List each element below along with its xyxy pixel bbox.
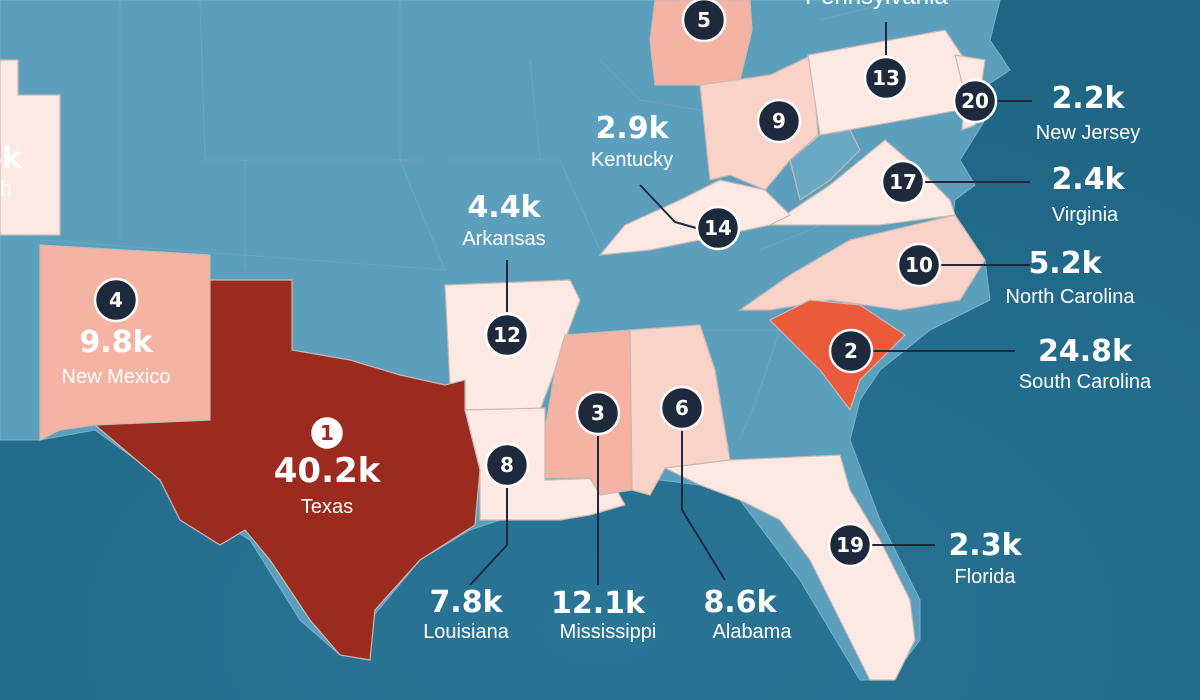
state-name-kentucky: Kentucky	[591, 149, 673, 171]
rank-badge-new-jersey	[952, 78, 998, 124]
value-label-louisiana: 7.8k	[429, 585, 503, 620]
rank-badge-new-mexico	[93, 277, 139, 323]
state-name-mississippi: Mississippi	[560, 621, 657, 643]
rank-badge-alabama	[659, 385, 705, 431]
leader-line-kentucky	[639, 184, 697, 229]
state-name-new-mexico: New Mexico	[62, 366, 171, 388]
rank-number-virginia: 17	[889, 170, 917, 194]
state-shape-west-virginia	[789, 129, 861, 201]
rank-badge-pennsylvania	[863, 55, 909, 101]
state-shape-florida	[662, 454, 916, 681]
state-name-north-carolina: North Carolina	[1006, 286, 1136, 308]
state-name-south-carolina: South Carolina	[1019, 371, 1152, 393]
rank-badge-kentucky	[695, 205, 741, 251]
state-name-new-jersey: New Jersey	[1036, 122, 1140, 144]
value-label-arkansas: 4.4k	[467, 190, 541, 225]
state-shape-utah	[0, 59, 61, 236]
value-label-new-jersey: 2.2k	[1051, 81, 1125, 116]
state-name-virginia: Virginia	[1052, 204, 1119, 226]
rank-number-south-carolina: 2	[844, 339, 858, 363]
value-label-new-mexico: 9.8k	[79, 325, 153, 360]
state-name-texas: Texas	[301, 496, 353, 518]
rank-badge-louisiana	[484, 442, 530, 488]
state-shape-kentucky	[598, 179, 792, 256]
rank-number-mississippi: 3	[591, 401, 605, 425]
state-name-louisiana: Louisiana	[423, 621, 510, 643]
value-label-alabama: 8.6k	[703, 585, 777, 620]
rank-badge-texas	[308, 414, 346, 452]
value-label-texas: 40.2k	[274, 451, 382, 491]
state-name-arkansas: Arkansas	[462, 228, 545, 250]
rank-number-new-jersey: 20	[961, 89, 989, 113]
rank-number-florida: 19	[836, 533, 864, 557]
state-name-alabama: Alabama	[713, 621, 793, 643]
state-name-florida: Florida	[954, 566, 1016, 588]
value-label-kentucky: 2.9k	[595, 111, 669, 146]
value-label-north-carolina: 5.2k	[1028, 246, 1102, 281]
partial-left-name: h	[0, 176, 12, 201]
partial-top-label: Pennsylvania	[805, 0, 948, 10]
rank-badge-north-carolina	[896, 242, 942, 288]
rank-number-pennsylvania: 13	[872, 66, 900, 90]
rank-number-michigan: 5	[697, 8, 711, 32]
rank-number-texas: 1	[320, 421, 334, 445]
rank-number-alabama: 6	[675, 396, 689, 420]
rank-number-arkansas: 12	[493, 323, 521, 347]
rank-badge-michigan	[681, 0, 727, 43]
rank-number-kentucky: 14	[704, 216, 732, 240]
value-label-virginia: 2.4k	[1051, 162, 1125, 197]
value-label-south-carolina: 24.8k	[1038, 334, 1133, 369]
rank-number-new-mexico: 4	[109, 288, 123, 312]
state-boundaries	[39, 0, 901, 441]
rank-number-ohio: 9	[772, 109, 786, 133]
value-label-mississippi: 12.1k	[551, 586, 646, 621]
state-shape-texas	[93, 279, 481, 661]
rank-number-north-carolina: 10	[905, 253, 933, 277]
rank-badge-arkansas	[484, 312, 530, 358]
rank-badge-virginia	[880, 159, 926, 205]
leader-line-louisiana	[469, 488, 508, 586]
rank-number-louisiana: 8	[500, 453, 514, 477]
rank-badge-ohio	[756, 98, 802, 144]
rank-badge-mississippi	[575, 390, 621, 436]
rank-badge-florida	[827, 522, 873, 568]
partial-left-value: 6k	[0, 141, 23, 176]
value-label-florida: 2.3k	[948, 528, 1022, 563]
rank-badge-south-carolina	[828, 328, 874, 374]
leader-line-alabama	[681, 431, 726, 581]
